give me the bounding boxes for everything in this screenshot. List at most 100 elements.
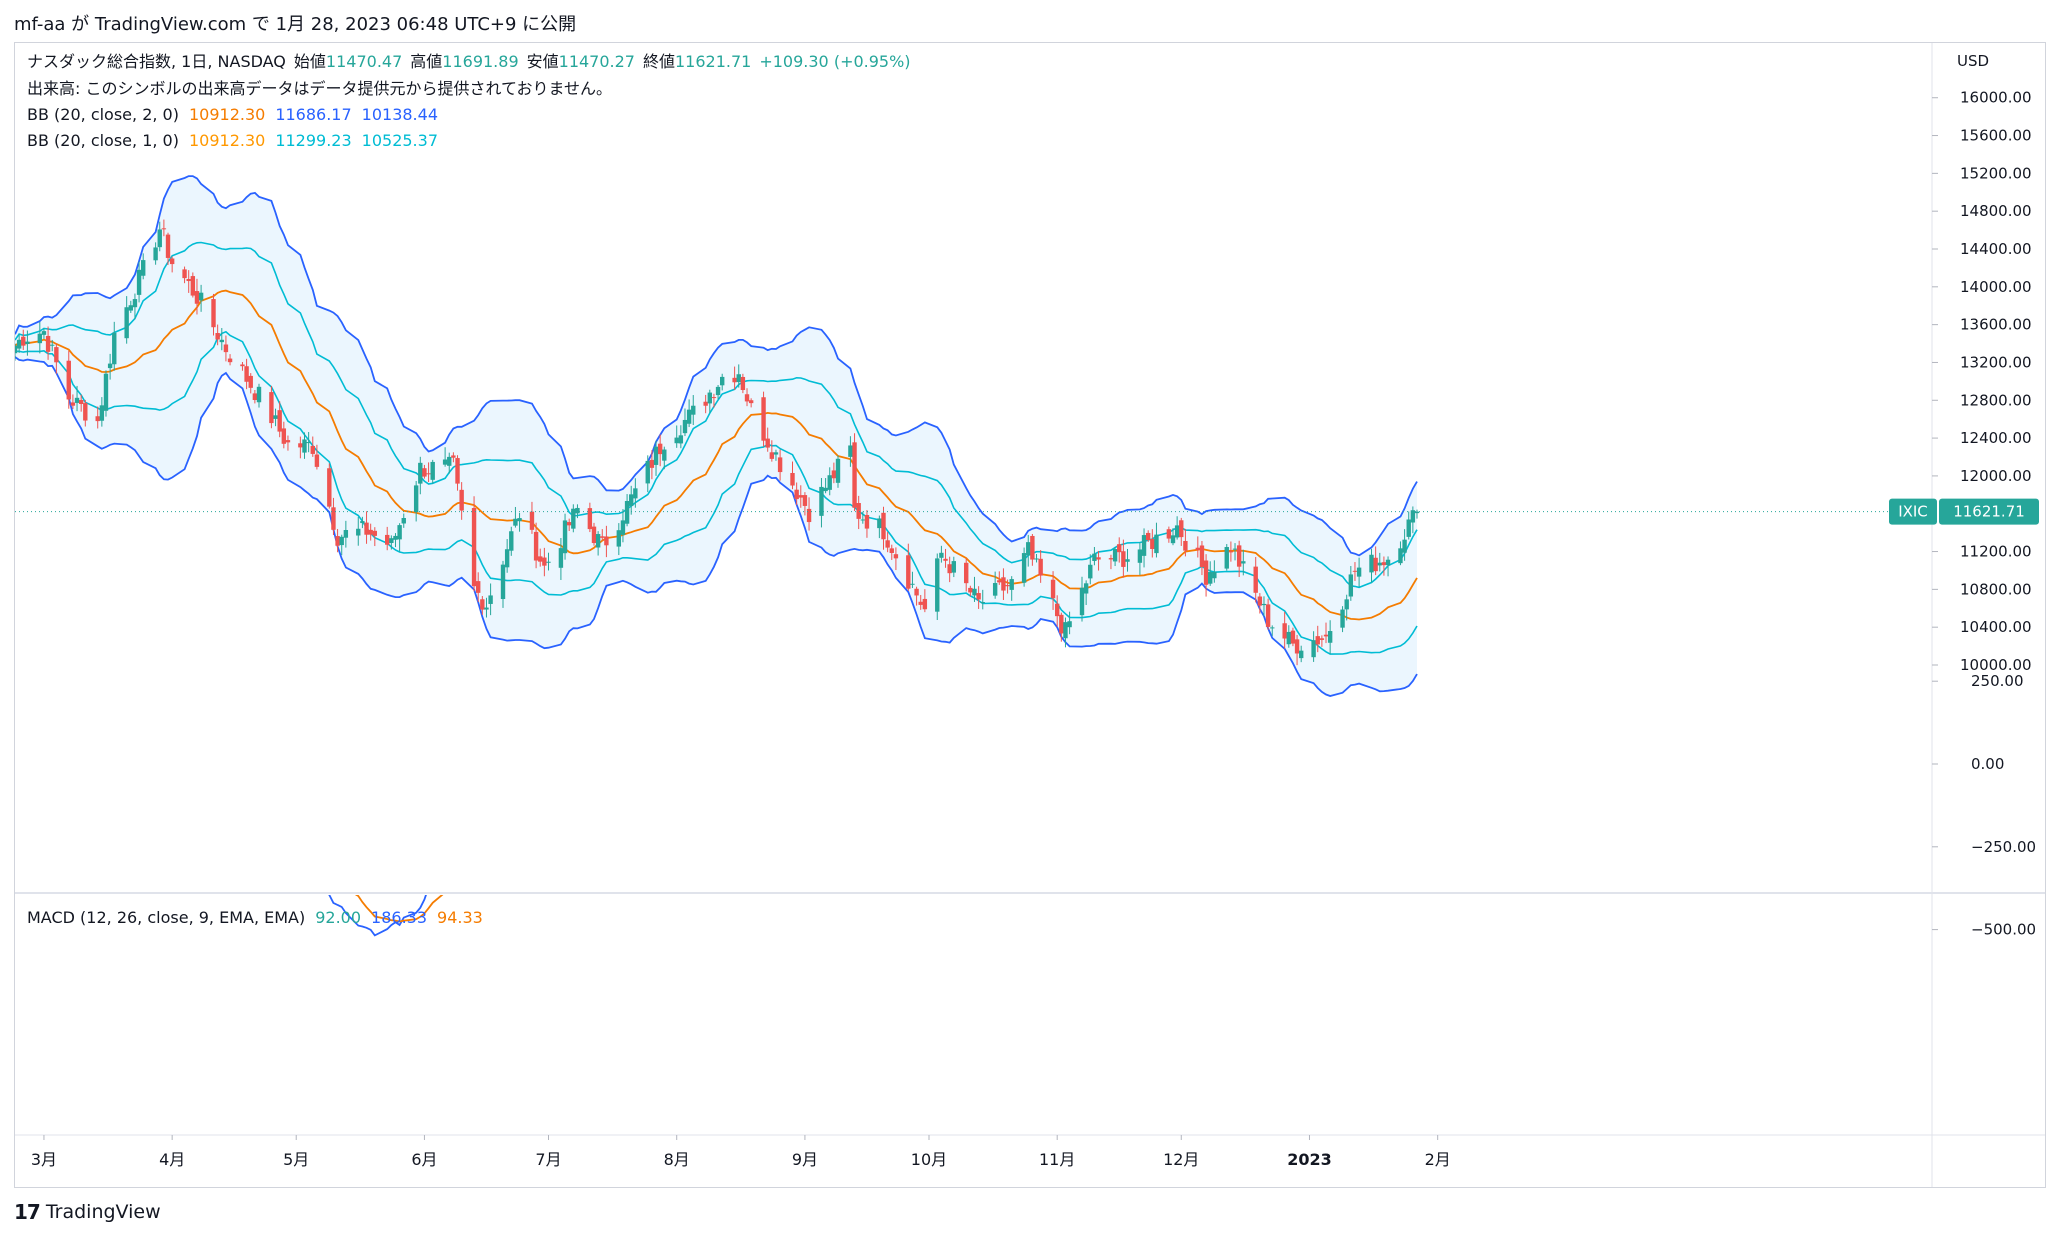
candle[interactable] [1145,530,1151,543]
candle[interactable] [182,266,187,284]
candle[interactable] [45,326,51,360]
candle[interactable] [968,585,973,597]
candle[interactable] [1054,595,1060,627]
candle[interactable] [972,576,977,602]
candle[interactable] [773,449,779,461]
candle[interactable] [769,440,775,462]
candle[interactable] [50,339,55,352]
candle[interactable] [835,455,841,488]
candle[interactable] [1108,554,1114,570]
candle[interactable] [893,547,899,571]
candle[interactable] [740,373,746,394]
time-axis[interactable]: 3月 4月 5月 6月 7月 8月 9月 10月 11月 12月 2023 2月 [31,1135,1451,1169]
candle[interactable] [831,462,837,484]
candle[interactable] [314,444,320,470]
candle[interactable] [720,373,725,391]
candle[interactable] [385,526,390,551]
candle[interactable] [500,560,506,608]
candle[interactable] [1034,554,1039,563]
candle[interactable] [41,328,47,339]
candle[interactable] [1352,562,1358,581]
candle[interactable] [1117,537,1122,563]
candle[interactable] [1021,547,1027,587]
candle[interactable] [331,497,336,536]
macd-axis[interactable]: 250.00 0.00 −250.00 −500.00 [1932,672,2036,939]
candle[interactable] [1340,606,1345,633]
candle[interactable] [1009,576,1014,601]
candle[interactable] [327,463,332,509]
candle[interactable] [70,394,76,409]
candle[interactable] [1150,529,1155,558]
candle[interactable] [112,321,117,371]
candle[interactable] [128,300,133,313]
candle[interactable] [442,447,448,467]
candle[interactable] [947,556,952,583]
candle[interactable] [558,538,564,580]
candle[interactable] [306,432,311,453]
candle[interactable] [356,516,361,546]
candle[interactable] [1414,509,1420,519]
chart-canvas[interactable]: 16000.00 15600.00 15200.00 14800.00 14400.00… [15,43,2045,1187]
candle[interactable] [649,450,655,480]
candle[interactable] [864,510,870,538]
candle[interactable] [620,509,626,543]
candle[interactable] [1236,540,1242,577]
candle[interactable] [1166,526,1172,543]
candle[interactable] [691,395,696,425]
candle[interactable] [848,436,853,467]
candle[interactable] [1253,557,1258,603]
candle[interactable] [1059,612,1064,642]
candle[interactable] [1232,543,1238,561]
candle[interactable] [281,421,287,449]
candle[interactable] [1088,554,1093,585]
candle[interactable] [165,232,171,265]
candle[interactable] [1199,540,1205,576]
candle[interactable] [1001,568,1006,600]
candle[interactable] [368,523,373,541]
candle[interactable] [1174,516,1180,540]
candle[interactable] [256,383,262,408]
candle[interactable] [715,384,721,400]
candle[interactable] [488,583,493,616]
candle[interactable] [509,526,514,556]
candle[interactable] [877,515,882,539]
candle[interactable] [1224,544,1229,571]
candle[interactable] [1228,541,1234,562]
candle[interactable] [1344,594,1349,621]
candle[interactable] [343,520,349,548]
candle[interactable] [538,548,543,567]
candle[interactable] [194,278,200,315]
price-axis[interactable]: 16000.00 15600.00 15200.00 14800.00 14400.00… [1932,89,2032,674]
candle[interactable] [575,504,580,519]
candle[interactable] [1398,541,1403,566]
candle[interactable] [136,261,142,303]
candle[interactable] [736,364,741,388]
candle[interactable] [484,597,489,618]
candle[interactable] [74,385,80,412]
candle[interactable] [1005,579,1010,594]
candle[interactable] [1241,549,1246,576]
candle[interactable] [686,399,692,428]
candle[interactable] [587,502,593,533]
candle[interactable] [1038,550,1043,583]
candle[interactable] [1270,625,1275,636]
candle[interactable] [1311,631,1316,662]
candle[interactable] [1125,548,1130,572]
candle[interactable] [1092,546,1097,566]
candle[interactable] [633,478,638,508]
candle[interactable] [269,385,274,429]
candle[interactable] [335,528,340,553]
candle[interactable] [513,506,518,528]
candle[interactable] [682,408,688,437]
candle[interactable] [475,572,481,603]
candle[interactable] [662,446,667,470]
candle[interactable] [1406,511,1411,540]
candle[interactable] [1121,539,1126,578]
candle[interactable] [215,324,220,346]
candle[interactable] [935,553,940,621]
candle[interactable] [711,393,717,408]
candle[interactable] [856,495,861,530]
candle[interactable] [943,548,948,568]
candle[interactable] [910,571,915,589]
candle[interactable] [604,525,609,558]
